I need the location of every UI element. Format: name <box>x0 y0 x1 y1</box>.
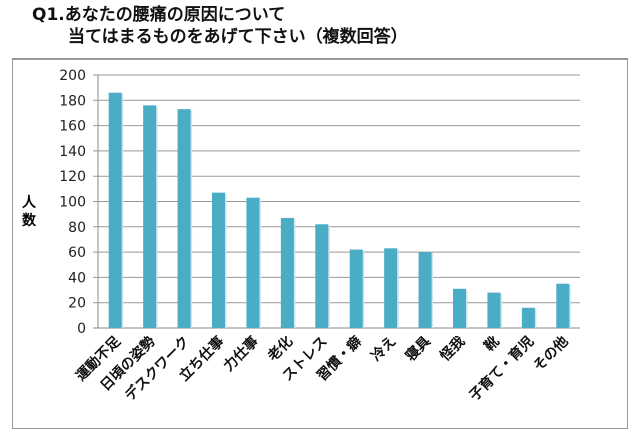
title-line-1: Q1.あなたの腰痛の原因について <box>32 5 286 25</box>
bar <box>108 92 122 329</box>
bar <box>349 249 363 328</box>
chart-title: Q1.あなたの腰痛の原因について 当てはまるものをあげて下さい（複数回答） <box>32 4 408 48</box>
y-tick-label: 40 <box>68 270 86 286</box>
y-tick-label: 80 <box>68 220 86 236</box>
bar <box>453 288 466 328</box>
x-tick-label: 子育て・育児 <box>466 333 537 404</box>
y-tick-label: 140 <box>59 144 86 160</box>
x-tick-label: 力仕事 <box>220 333 262 375</box>
bar <box>418 252 432 328</box>
x-tick-label: その他 <box>530 333 572 375</box>
bar <box>556 283 570 328</box>
chart-frame <box>12 58 628 429</box>
y-tick-label: 100 <box>59 195 86 211</box>
bar <box>521 307 535 328</box>
x-tick-label: 冷え <box>368 333 400 365</box>
y-tick-label: 200 <box>59 68 86 84</box>
x-tick-label: 老化 <box>264 333 296 365</box>
bar <box>212 192 225 328</box>
y-tick-label: 120 <box>59 169 86 185</box>
y-axis-label: 人数 <box>22 195 36 229</box>
x-tick-label: 怪我 <box>437 333 469 365</box>
bar <box>384 248 398 328</box>
y-tick-label: 160 <box>59 119 86 135</box>
bar <box>315 224 329 328</box>
y-tick-label: 0 <box>77 321 86 337</box>
y-tick-label: 20 <box>68 296 86 312</box>
title-line-2: 当てはまるものをあげて下さい（複数回答） <box>68 27 408 47</box>
bar <box>177 109 191 328</box>
bar <box>246 197 260 328</box>
x-tick-label: 靴 <box>481 333 503 355</box>
y-tick-label: 60 <box>68 245 86 261</box>
x-tick-label: 寝具 <box>402 333 434 365</box>
y-tick-label: 180 <box>59 93 86 109</box>
bar <box>280 217 294 328</box>
bar <box>143 105 157 328</box>
bar <box>487 292 501 328</box>
